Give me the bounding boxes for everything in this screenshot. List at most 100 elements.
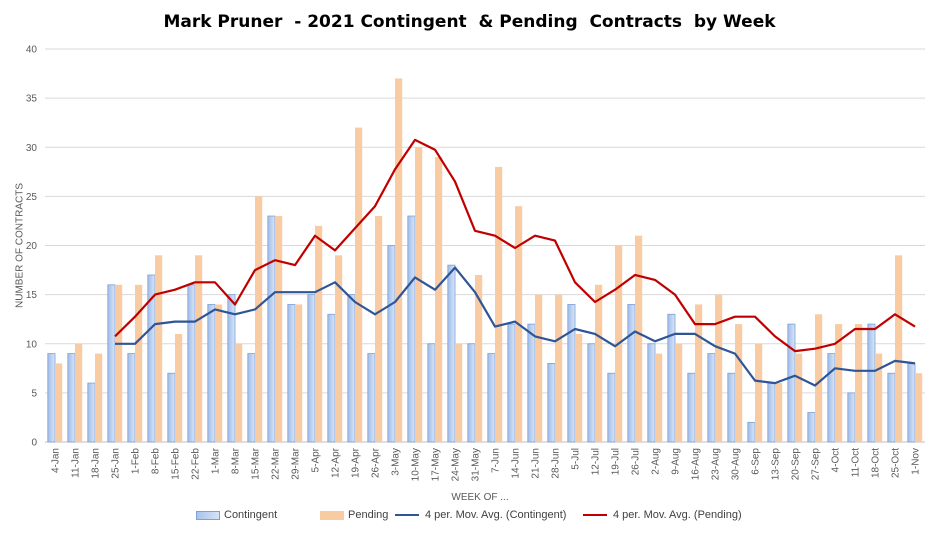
- bar-pending: [315, 225, 323, 442]
- y-tick-labels: 0 5 10 15 20 25 30 35 40: [26, 45, 38, 449]
- x-tick-label: 12-Apr: [331, 447, 342, 478]
- x-tick-label: 24-May: [451, 448, 462, 481]
- bar-contingent: [547, 362, 556, 443]
- x-tick-label: 4-Jan: [51, 448, 62, 473]
- x-tick-label: 1-Mar: [211, 447, 222, 474]
- bar-contingent: [767, 382, 776, 443]
- bar-contingent: [407, 215, 416, 443]
- bar-pending: [115, 284, 123, 442]
- bar-pending: [535, 294, 543, 442]
- legend-swatch-pending: [320, 510, 344, 520]
- bar-pending: [775, 383, 783, 442]
- legend-swatch-contingent: [196, 510, 220, 520]
- y-tick-label: 30: [26, 143, 38, 154]
- bar-pending: [735, 324, 743, 442]
- bar-pending: [375, 216, 383, 442]
- y-axis-label: NUMBER OF CONTRACTS: [14, 183, 26, 308]
- x-tick-label: 17-May: [431, 448, 442, 481]
- x-tick-label: 15-Mar: [251, 447, 262, 479]
- bar-pending: [435, 157, 443, 442]
- x-tick-label: 2-Aug: [651, 448, 662, 475]
- bar-contingent: [127, 353, 136, 443]
- bar-contingent: [87, 382, 96, 443]
- bar-pending: [575, 333, 583, 442]
- y-tick-label: 15: [26, 290, 38, 301]
- x-tick-labels: 4-Jan 11-Jan 18-Jan 25-Jan 1-Feb 8-Feb 15-Feb 2…: [51, 447, 922, 481]
- bar-pending: [95, 353, 103, 442]
- x-tick-label: 11-Jan: [71, 448, 82, 478]
- x-tick-label: 19-Apr: [351, 447, 362, 478]
- bar-pending: [915, 373, 923, 442]
- y-tick-label: 10: [26, 339, 38, 350]
- bar-pending: [495, 166, 503, 442]
- bar-pending: [355, 127, 363, 442]
- bar-contingent: [307, 294, 316, 443]
- x-tick-label: 1-Nov: [911, 448, 922, 475]
- legend-label-mavg-contingent: 4 per. Mov. Avg. (Contingent): [425, 509, 567, 521]
- bar-contingent: [367, 353, 376, 443]
- bar-contingent: [287, 304, 296, 443]
- x-tick-label: 7-Jun: [491, 448, 502, 473]
- bar-contingent: [787, 323, 796, 443]
- bar-pending: [275, 216, 283, 442]
- bar-pending: [715, 294, 723, 442]
- bar-contingent: [587, 343, 596, 443]
- x-axis-label: WEEK OF ...: [451, 492, 509, 503]
- bar-contingent: [707, 353, 716, 443]
- bar-contingent: [827, 353, 836, 443]
- legend-label-pending: Pending: [348, 509, 389, 521]
- bar-contingent: [427, 343, 436, 443]
- bar-pending: [455, 343, 463, 442]
- bar-contingent: [387, 245, 396, 443]
- x-tick-label: 23-Aug: [711, 448, 722, 480]
- bar-contingent: [727, 372, 736, 443]
- bar-pending: [475, 274, 483, 442]
- x-tick-label: 8-Mar: [231, 447, 242, 474]
- bar-pending: [655, 353, 663, 442]
- bar-contingent: [447, 264, 456, 443]
- bar-pending: [255, 196, 263, 442]
- y-tick-label: 25: [26, 192, 38, 203]
- legend-item-contingent: Contingent: [196, 509, 277, 521]
- bar-pending: [795, 353, 803, 442]
- bar-contingent: [207, 304, 216, 443]
- x-tick-label: 5-Apr: [311, 447, 322, 472]
- bar-contingent: [167, 372, 176, 443]
- x-tick-label: 27-Sep: [811, 448, 822, 481]
- line-mavg-contingent: [115, 266, 916, 387]
- bar-contingent: [607, 372, 616, 443]
- bar-contingent: [647, 343, 656, 443]
- bar-pending: [635, 235, 643, 442]
- bar-pending: [175, 333, 183, 442]
- x-tick-label: 8-Feb: [151, 448, 162, 475]
- line-mavg-pending: [114, 138, 916, 353]
- x-tick-label: 28-Jun: [551, 448, 562, 479]
- x-tick-label: 3-May: [391, 448, 402, 476]
- x-tick-label: 4-Oct: [831, 448, 842, 473]
- bar-contingent: [467, 343, 476, 443]
- chart-title: Mark Pruner - 2021 Contingent & Pending …: [163, 12, 776, 32]
- x-tick-label: 11-Oct: [851, 448, 862, 477]
- bar-contingent: [67, 353, 76, 443]
- bar-contingent: [267, 215, 276, 443]
- bar-contingent: [867, 323, 876, 443]
- x-tick-label: 14-Jun: [511, 448, 522, 479]
- bar-contingent: [807, 412, 816, 443]
- legend-swatch-mavg-pending: [583, 514, 607, 516]
- legend-item-mavg-pending: 4 per. Mov. Avg. (Pending): [583, 509, 742, 521]
- bar-contingent: [567, 304, 576, 443]
- bar-pending: [415, 147, 423, 442]
- x-tick-label: 18-Jan: [91, 448, 102, 479]
- bar-contingent: [907, 362, 916, 443]
- bar-pending: [75, 343, 83, 442]
- bar-contingent: [527, 323, 536, 443]
- x-tick-label: 16-Aug: [691, 448, 702, 480]
- x-tick-label: 13-Sep: [771, 448, 782, 481]
- legend-item-pending: Pending: [320, 509, 388, 521]
- bar-contingent: [887, 372, 896, 443]
- x-tick-label: 26-Apr: [371, 447, 382, 478]
- bar-pending: [595, 284, 603, 442]
- bar-pending: [195, 255, 203, 442]
- legend-item-mavg-contingent: 4 per. Mov. Avg. (Contingent): [395, 509, 566, 521]
